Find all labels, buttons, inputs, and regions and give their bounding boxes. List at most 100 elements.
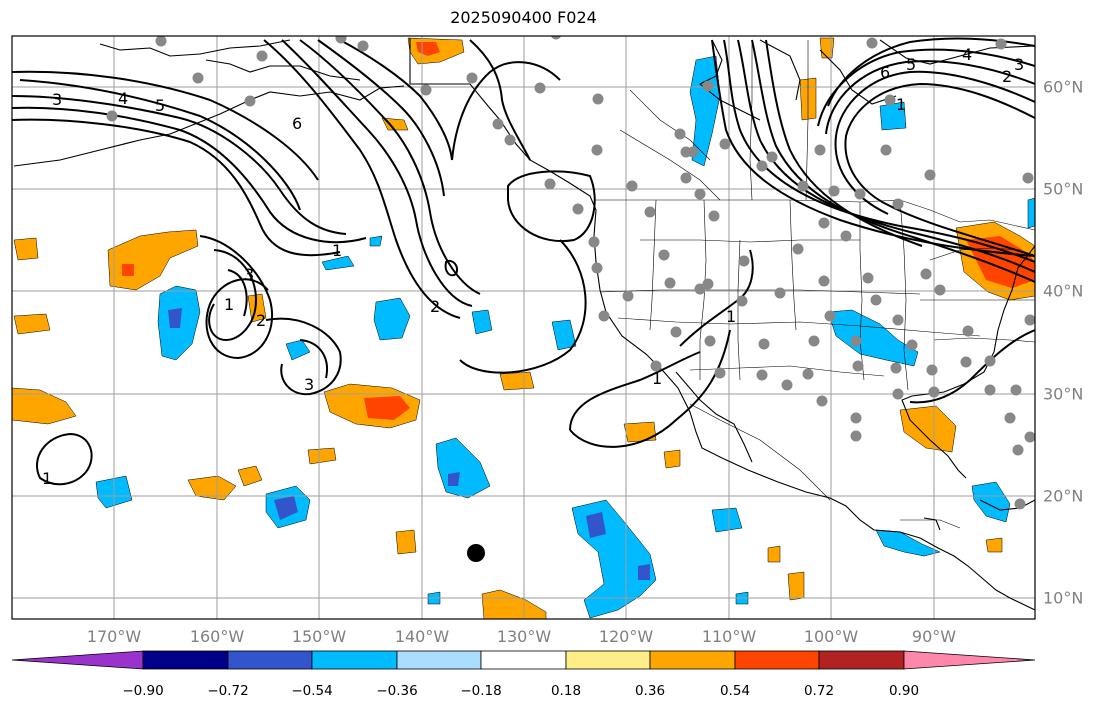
positive-area bbox=[767, 545, 781, 563]
contour-label: 1 bbox=[224, 295, 234, 314]
positive-area bbox=[663, 449, 681, 469]
negative-area bbox=[369, 235, 383, 247]
colorbar bbox=[11, 650, 1036, 670]
lon-label: 150°W bbox=[291, 627, 347, 646]
colorbar-segment bbox=[734, 650, 820, 670]
negative-area bbox=[586, 512, 606, 538]
colorbar-tick-label: 0.54 bbox=[719, 683, 751, 699]
colorbar-tick-label: 0.36 bbox=[634, 683, 666, 699]
colorbar-tick-label: −0.90 bbox=[122, 683, 164, 699]
negative-area bbox=[879, 101, 907, 131]
colorbar-tick-label: 0.18 bbox=[550, 683, 582, 699]
positive-area bbox=[122, 264, 134, 276]
lon-label: 120°W bbox=[598, 627, 654, 646]
contour-label: 6 bbox=[880, 63, 890, 82]
colorbar-tick-label: −0.54 bbox=[291, 683, 333, 699]
positive-area bbox=[499, 371, 535, 391]
contour-label: 5 bbox=[906, 55, 916, 74]
lat-label: 30°N bbox=[1043, 384, 1084, 404]
negative-area bbox=[638, 564, 650, 580]
contour-label: 2 bbox=[256, 311, 266, 330]
contour-label: 6 bbox=[292, 114, 302, 133]
contour-label: 3 bbox=[52, 90, 62, 109]
lon-label: 140°W bbox=[394, 627, 450, 646]
colorbar-segment bbox=[396, 650, 482, 670]
contour-lines bbox=[12, 37, 1035, 486]
lat-label: 20°N bbox=[1043, 486, 1084, 506]
contour-label: 1 bbox=[42, 469, 52, 488]
colorbar-high-extend bbox=[903, 650, 1036, 670]
colorbar-tick-label: −0.72 bbox=[207, 683, 249, 699]
positive-area bbox=[381, 117, 409, 131]
colorbar-segment bbox=[649, 650, 736, 670]
negative-area bbox=[168, 308, 182, 328]
contour-label: 3 bbox=[1014, 55, 1024, 74]
negative-area bbox=[827, 309, 919, 367]
contour-label: 1 bbox=[652, 369, 662, 388]
positive-area bbox=[623, 421, 657, 443]
colorbar-segment bbox=[227, 650, 313, 670]
positive-area bbox=[307, 447, 337, 465]
lon-label: 90°W bbox=[911, 627, 957, 646]
negative-area bbox=[711, 507, 743, 533]
lon-label: 160°W bbox=[189, 627, 245, 646]
colorbar-segment bbox=[142, 650, 229, 670]
contour-label: 1 bbox=[896, 95, 906, 114]
colorbar-low-extend bbox=[11, 650, 144, 670]
colorbar-tick-label: −0.36 bbox=[376, 683, 418, 699]
negative-area bbox=[448, 472, 460, 486]
negative-area bbox=[971, 481, 1011, 523]
colorbar-tick-label: −0.18 bbox=[460, 683, 502, 699]
negative-area bbox=[321, 255, 355, 271]
positive-area bbox=[247, 293, 267, 323]
lon-label: 130°W bbox=[496, 627, 552, 646]
storm-marker bbox=[467, 544, 485, 562]
positive-area bbox=[481, 589, 547, 619]
positive-area bbox=[13, 237, 39, 261]
negative-area bbox=[274, 496, 298, 520]
colorbar-segment bbox=[480, 650, 567, 670]
contour-label: 5 bbox=[155, 96, 165, 115]
contour-label: 2 bbox=[1002, 67, 1012, 86]
positive-area bbox=[787, 571, 805, 601]
positive-area bbox=[395, 529, 417, 555]
negative-area bbox=[471, 309, 493, 335]
contour-label: 1 bbox=[726, 307, 736, 326]
positive-area bbox=[985, 537, 1003, 553]
station-dots bbox=[106, 36, 1035, 510]
contour-label: 2 bbox=[430, 297, 440, 316]
map-title: 2025090400 F024 bbox=[450, 8, 597, 27]
positive-area bbox=[237, 465, 263, 487]
lon-label: 170°W bbox=[86, 627, 142, 646]
lat-label: 60°N bbox=[1043, 77, 1084, 97]
negative-area bbox=[875, 529, 941, 557]
positive-area bbox=[899, 405, 957, 453]
lat-label: 40°N bbox=[1043, 281, 1084, 301]
coastlines bbox=[13, 38, 1035, 611]
contour-label: 4 bbox=[962, 45, 972, 64]
contour-labels: 3 4 5 6 1 2 3 1 2 3 1 1 1 2 4 5 6 3 1 bbox=[42, 45, 1024, 488]
positive-area bbox=[13, 313, 51, 335]
colorbar-segment bbox=[311, 650, 398, 670]
positive-area bbox=[819, 37, 835, 59]
lat-label: 10°N bbox=[1043, 588, 1084, 608]
negative-area bbox=[373, 297, 411, 341]
colorbar-tick-label: 0.90 bbox=[888, 683, 920, 699]
contour-label: 3 bbox=[244, 265, 254, 284]
lon-label: 100°W bbox=[803, 627, 859, 646]
political-borders bbox=[596, 40, 1035, 529]
contour-label: 1 bbox=[332, 241, 342, 260]
contour-label: 4 bbox=[118, 89, 128, 108]
contour-label: 3 bbox=[304, 375, 314, 394]
positive-area bbox=[12, 387, 77, 425]
lon-label: 110°W bbox=[701, 627, 757, 646]
colorbar-tick-label: 0.72 bbox=[803, 683, 835, 699]
positive-area bbox=[187, 475, 237, 501]
negative-area bbox=[551, 319, 577, 351]
negative-area bbox=[285, 339, 311, 361]
positive-area bbox=[364, 396, 410, 420]
colorbar-segment bbox=[818, 650, 905, 670]
lat-label: 50°N bbox=[1043, 179, 1084, 199]
colorbar-segment bbox=[565, 650, 651, 670]
